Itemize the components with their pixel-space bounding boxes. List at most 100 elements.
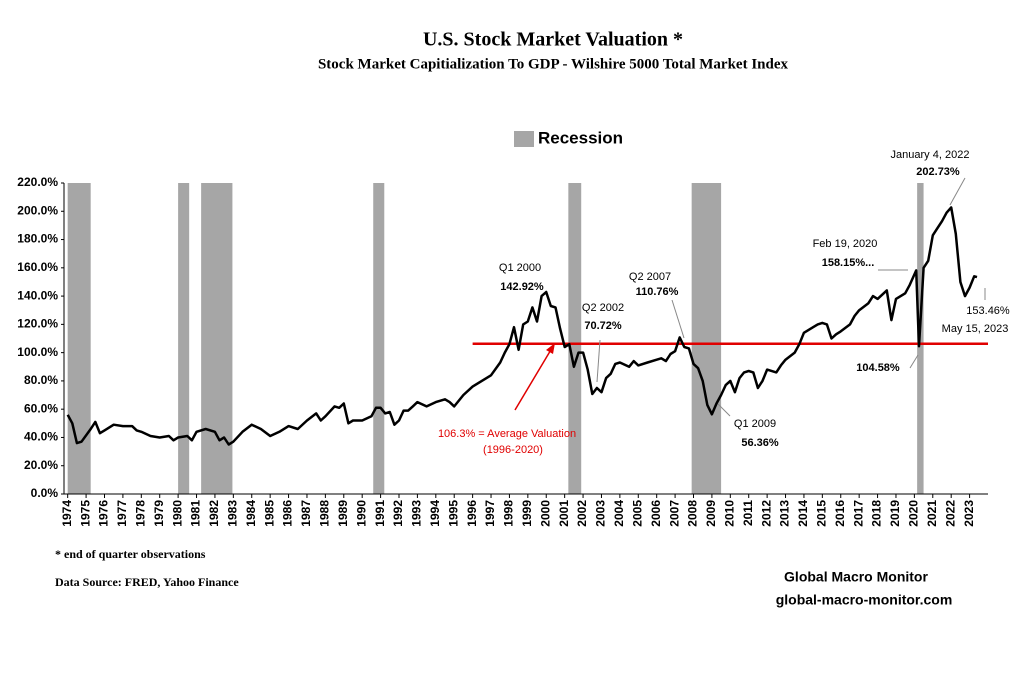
recession-band [373,183,385,494]
x-tick-label: 1994 [428,500,442,527]
x-tick-label: 2002 [575,500,589,527]
x-tick-label: 1980 [170,500,184,527]
average-annotation: (1996-2020) [483,444,543,456]
data-annotation: Q2 2002 [582,302,624,314]
data-annotation: 104.58% [856,362,900,374]
y-tick-label: 60.0% [24,401,58,415]
x-tick-label: 2016 [833,500,847,527]
x-tick-label: 1992 [391,500,405,527]
x-tick-label: 2013 [778,500,792,527]
x-tick-label: 2021 [925,500,939,527]
y-tick-label: 200.0% [17,203,58,217]
data-annotation: 142.92% [500,281,544,293]
x-tick-label: 1975 [78,500,92,527]
y-tick-label: 20.0% [24,458,58,472]
y-tick-label: 140.0% [17,288,58,302]
data-annotation: Feb 19, 2020 [813,238,878,250]
y-tick-label: 120.0% [17,317,58,331]
footnote: Data Source: FRED, Yahoo Finance [55,575,239,589]
x-tick-label: 2010 [722,500,736,527]
x-tick-label: 1988 [318,500,332,527]
recession-band [67,183,91,494]
legend-swatch [514,131,534,147]
chart-subtitle: Stock Market Capitialization To GDP - Wi… [318,56,789,72]
y-tick-label: 180.0% [17,232,58,246]
x-tick-label: 1976 [97,500,111,527]
data-annotation: May 15, 2023 [942,323,1009,335]
leader-line [671,299,685,339]
x-tick-label: 2011 [741,500,755,526]
x-tick-label: 1997 [483,500,497,527]
y-tick-label: 80.0% [24,373,58,387]
x-tick-label: 2023 [962,500,976,527]
y-tick-label: 160.0% [17,260,58,274]
x-tick-label: 2004 [612,500,626,527]
recession-band [178,183,190,494]
average-arrowhead [546,343,555,354]
x-tick-label: 2019 [888,500,902,527]
leader-line [909,354,919,369]
x-tick-label: 1977 [115,500,129,527]
x-tick-label: 2007 [667,500,681,527]
x-tick-label: 1989 [336,500,350,527]
average-annotation: 106.3% = Average Valuation [438,428,576,440]
x-tick-label: 2018 [870,500,884,527]
x-tick-label: 1981 [189,500,203,527]
y-tick-label: 220.0% [17,175,58,189]
x-tick-label: 1979 [152,500,166,527]
data-annotation: Q1 2000 [499,262,541,274]
x-tick-label: 1998 [502,500,516,527]
x-tick-label: 1978 [133,500,147,527]
data-annotation: 158.15%... [822,257,875,269]
data-annotation: January 4, 2022 [891,149,970,161]
series-line [66,206,978,446]
recession-band [568,183,582,494]
chart-title: U.S. Stock Market Valuation * [423,29,683,51]
x-tick-label: 2012 [759,500,773,527]
x-tick-label: 1995 [446,500,460,527]
x-tick-label: 1996 [465,500,479,527]
x-tick-label: 1993 [410,500,424,527]
y-tick-label: 40.0% [24,430,58,444]
x-tick-label: 2001 [557,500,571,527]
x-tick-label: 2009 [704,500,718,527]
legend-label: Recession [538,128,623,147]
x-tick-label: 1986 [281,500,295,527]
recession-band [691,183,722,494]
x-tick-label: 1987 [299,500,313,527]
data-annotation: Q2 2007 [629,271,671,283]
x-tick-label: 1982 [207,500,221,527]
x-tick-label: 2014 [796,500,810,527]
credit: Global Macro Monitor [784,569,928,585]
average-arrow [514,347,553,411]
x-tick-label: 1984 [244,500,258,527]
x-tick-label: 2005 [630,500,644,527]
y-tick-label: 100.0% [17,345,58,359]
recession-band [201,183,233,494]
leader-line [717,403,731,417]
x-tick-label: 2006 [649,500,663,527]
x-tick-label: 2022 [943,500,957,527]
x-tick-label: 2003 [594,500,608,527]
x-tick-label: 1999 [520,500,534,527]
x-tick-label: 2017 [851,500,865,527]
leader-line [596,339,601,383]
data-annotation: Q1 2009 [734,418,776,430]
x-tick-label: 1990 [354,500,368,527]
x-tick-label: 2020 [907,500,921,527]
y-tick-label: 0.0% [31,486,59,500]
leader-line [949,177,966,206]
data-annotation: 153.46% [966,305,1010,317]
footnote: * end of quarter observations [55,547,206,561]
data-annotation: 110.76% [636,286,679,298]
x-tick-label: 2008 [686,500,700,527]
credit: global-macro-monitor.com [776,592,953,608]
x-tick-label: 2000 [538,500,552,527]
x-tick-label: 1985 [262,500,276,527]
x-tick-label: 1991 [373,500,387,527]
x-tick-label: 1983 [226,500,240,527]
data-annotation: 202.73% [916,166,960,178]
data-annotation: 56.36% [741,437,779,449]
